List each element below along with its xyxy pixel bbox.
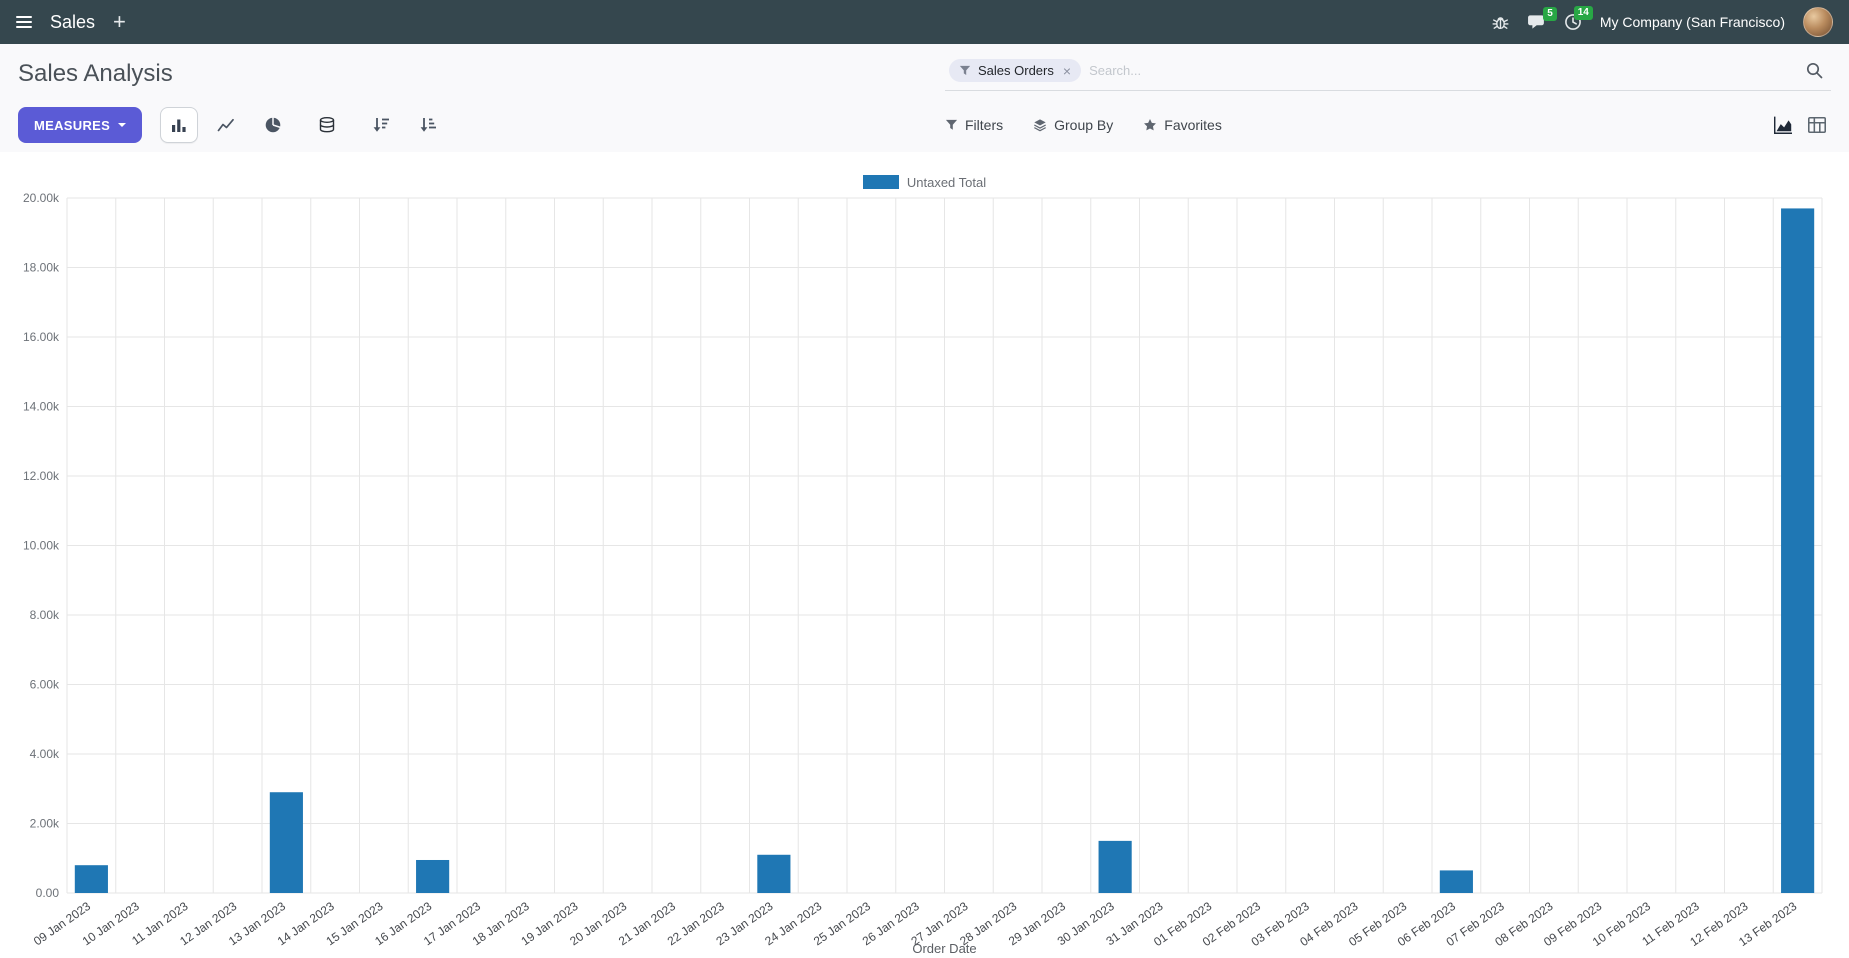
bug-icon <box>1492 16 1509 29</box>
breadcrumb-row: Sales Analysis Sales Orders × <box>18 56 1831 98</box>
layers-icon <box>1034 119 1047 132</box>
control-panel: Sales Analysis Sales Orders × Measures <box>0 44 1849 152</box>
svg-text:0.00: 0.00 <box>36 886 60 900</box>
messages-button[interactable]: 5 <box>1527 6 1557 31</box>
favorites-label: Favorites <box>1164 117 1222 133</box>
search-input[interactable] <box>1089 63 1798 78</box>
chat-bubble-icon <box>1527 14 1544 29</box>
star-icon <box>1144 119 1157 131</box>
bar-chart[interactable]: 0.00 2.00k 4.00k 6.00k 8.00k 10.00k 12.00k 14.0… <box>0 192 1849 958</box>
user-menu-button[interactable] <box>1803 7 1833 37</box>
svg-text:8.00k: 8.00k <box>30 608 60 622</box>
pie-chart-icon <box>265 117 281 133</box>
toolbar-row: Measures <box>18 106 1831 144</box>
svg-text:6.00k: 6.00k <box>30 678 60 692</box>
sort-group <box>362 107 447 143</box>
sort-ascending-icon <box>420 118 437 132</box>
graph-toolbar: Measures <box>18 107 945 143</box>
svg-text:4.00k: 4.00k <box>30 747 60 761</box>
top-navbar: Sales + 5 14 My Company (San F <box>0 0 1849 44</box>
line-chart-icon <box>217 118 234 132</box>
chart-legend[interactable]: Untaxed Total <box>0 152 1849 192</box>
line-chart-button[interactable] <box>207 107 245 143</box>
svg-text:Order Date: Order Date <box>912 941 976 956</box>
search-bar: Sales Orders × <box>945 56 1831 91</box>
company-switcher[interactable]: My Company (San Francisco) <box>1599 14 1785 30</box>
navbar-left: Sales + <box>16 11 126 33</box>
plus-button[interactable]: + <box>113 9 126 34</box>
legend-label: Untaxed Total <box>906 174 987 190</box>
debug-button[interactable] <box>1492 14 1509 31</box>
graph-view: Untaxed Total 0.00 2.00k 4.00k 6.00k 8.00k 10… <box>0 152 1849 958</box>
chevron-down-icon <box>118 123 127 127</box>
svg-text:14.00k: 14.00k <box>23 400 60 414</box>
page-title: Sales Analysis <box>18 60 173 87</box>
view-switcher <box>1773 115 1831 135</box>
activities-button[interactable]: 14 <box>1564 6 1593 31</box>
stacked-database-icon <box>319 117 335 133</box>
bar-chart-icon <box>172 119 186 132</box>
svg-text:2.00k: 2.00k <box>30 817 60 831</box>
group-by-menu-button[interactable]: Group By <box>1033 117 1113 133</box>
filters-label: Filters <box>965 117 1004 133</box>
filter-icon <box>959 65 971 75</box>
hamburger-icon <box>16 16 32 18</box>
app-name[interactable]: Sales <box>50 11 96 32</box>
clock-icon <box>1564 14 1581 30</box>
sort-descending-button[interactable] <box>362 107 400 143</box>
search-extensions: Filters Group By Favorites <box>945 117 1222 133</box>
search-facet-sales-orders[interactable]: Sales Orders × <box>949 59 1082 82</box>
sort-descending-icon <box>373 118 390 132</box>
svg-text:12.00k: 12.00k <box>23 469 60 483</box>
bar-chart-button[interactable] <box>160 107 199 143</box>
graph-view-button[interactable] <box>1773 115 1793 135</box>
svg-text:16.00k: 16.00k <box>23 330 60 344</box>
area-chart-icon <box>1774 116 1792 134</box>
chart-type-group <box>160 107 292 143</box>
search-options-row: Filters Group By Favorites <box>945 115 1831 135</box>
pie-chart-button[interactable] <box>254 107 292 143</box>
svg-text:10.00k: 10.00k <box>23 539 60 553</box>
svg-text:20.00k: 20.00k <box>23 192 60 205</box>
stacked-toggle-button[interactable] <box>308 107 346 143</box>
group-by-label: Group By <box>1054 117 1114 133</box>
favorites-menu-button[interactable]: Favorites <box>1143 117 1222 133</box>
stacked-toggle-group <box>308 107 346 143</box>
user-avatar <box>1803 7 1833 37</box>
messages-count-badge: 5 <box>1543 6 1557 21</box>
legend-swatch <box>862 175 899 189</box>
apps-menu-button[interactable] <box>16 16 32 28</box>
measures-label: Measures <box>34 117 111 133</box>
navbar-right: 5 14 My Company (San Francisco) <box>1492 6 1833 37</box>
sort-ascending-button[interactable] <box>409 107 447 143</box>
pivot-table-icon <box>1808 117 1827 133</box>
search-submit-button[interactable] <box>1806 62 1823 79</box>
facet-remove-icon[interactable]: × <box>1062 62 1072 79</box>
svg-text:18.00k: 18.00k <box>23 261 60 275</box>
search-icon <box>1806 62 1823 79</box>
activities-count-badge: 14 <box>1573 6 1593 20</box>
facet-label: Sales Orders <box>978 63 1054 78</box>
pivot-view-button[interactable] <box>1807 115 1827 135</box>
measures-button[interactable]: Measures <box>18 107 143 143</box>
filter-icon <box>945 119 958 130</box>
filters-menu-button[interactable]: Filters <box>945 117 1003 133</box>
